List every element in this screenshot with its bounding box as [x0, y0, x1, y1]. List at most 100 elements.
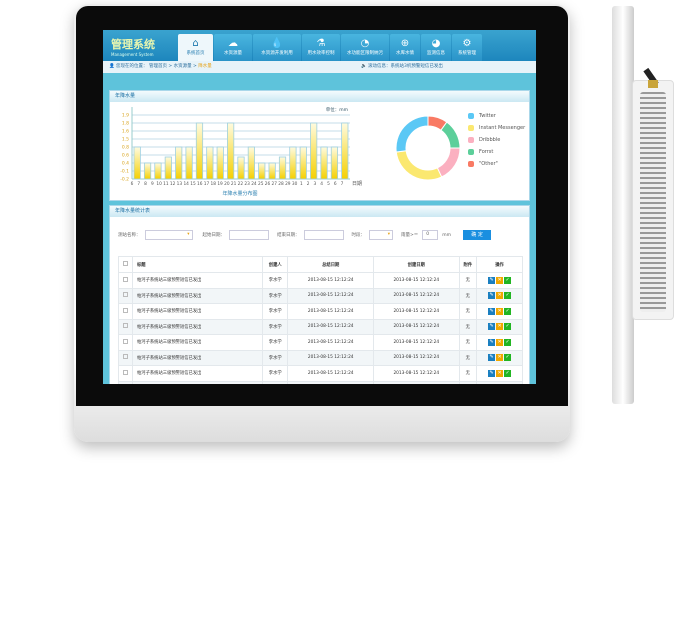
breadcrumb-link[interactable]: 水资源量 [173, 64, 192, 69]
scroll-info-text: 滚动信息：系统站3机预警短信已发出 [368, 64, 443, 69]
bar [268, 162, 276, 180]
x-tick-label: 23 [244, 181, 250, 187]
table-cell: 无 [458, 365, 478, 382]
period-select[interactable]: ▾ [369, 230, 393, 240]
table-cell: 2013-08-15 12:12:24 [373, 349, 460, 366]
x-tick-label: 13 [177, 181, 183, 187]
end-date-input[interactable] [303, 230, 344, 240]
legend-label: Forrst [479, 149, 494, 155]
nav-tab-label: 系统管理 [458, 51, 476, 56]
row-checkbox[interactable] [118, 349, 133, 366]
table-cell: 李水学 [261, 365, 289, 382]
legend-item: "Other" [468, 161, 498, 167]
breadcrumb: 👤 您现在的位置： 管理首页 > 水资源量 > 降水量 🔈 滚动信息：系统站3机… [103, 61, 536, 73]
delete-icon[interactable]: ✕ [496, 276, 504, 284]
nav-tab[interactable]: ◔ 水功能区限制纳污 [341, 34, 389, 61]
cloud-download-icon: ☁ [228, 38, 238, 49]
table-cell: 帕河子系统站三级预警短信已发出 [132, 303, 263, 320]
breadcrumb-link[interactable]: 管理首页 [148, 64, 167, 69]
bar [289, 146, 297, 180]
nav-tab-label: 水功能区限制纳污 [347, 51, 383, 56]
tablet-side-view [612, 6, 634, 404]
gear-icon: ⚙ [462, 38, 472, 49]
edit-icon[interactable]: ✎ [488, 276, 496, 284]
edit-icon[interactable]: ✎ [488, 307, 496, 315]
approve-icon[interactable]: ✓ [504, 354, 512, 362]
donut-slice [440, 121, 461, 149]
table-cell: 帕河子系统站三级预警短信已发出 [132, 287, 263, 304]
edit-icon[interactable]: ✎ [488, 369, 496, 377]
bar [341, 122, 349, 180]
row-checkbox[interactable] [118, 303, 133, 320]
row-checkbox[interactable] [118, 318, 133, 335]
edit-icon[interactable]: ✎ [488, 292, 496, 300]
approve-icon[interactable]: ✓ [504, 292, 512, 300]
delete-icon[interactable]: ✕ [496, 338, 504, 346]
nav-tab[interactable]: ⊕ 水库水情 [390, 34, 420, 61]
approve-icon[interactable]: ✓ [504, 338, 512, 346]
nav-tab[interactable]: ⚗ 用水效率控制 [302, 34, 340, 61]
nav-tab[interactable]: 💧 水资源开发利用 [253, 34, 301, 61]
x-tick-label: 2 [307, 181, 310, 187]
delete-icon[interactable]: ✕ [496, 292, 504, 300]
table-cell: 帕河子系统站三级预警短信已发出 [132, 318, 263, 335]
edit-icon[interactable]: ✎ [488, 338, 496, 346]
x-tick-label: 8 [144, 181, 147, 187]
antenna-connector [648, 80, 658, 88]
nav-tab[interactable]: ⌂ 系统首页 [178, 34, 213, 61]
row-checkbox[interactable] [118, 380, 133, 384]
x-tick-label: 11 [163, 181, 169, 187]
confirm-button[interactable]: 确 定 [463, 230, 492, 240]
table-cell: 帕河子系统站三级预警短信已发出 [132, 272, 263, 289]
table-panel: 年降水量统计表 测站名称： ▾ 起始日期： 结束日期： 时段： ▾ 雨量>＝ 0… [109, 205, 530, 384]
table-cell: 2013-08-15 12:12:24 [373, 318, 460, 335]
row-actions: ✎✕✓ [476, 287, 523, 304]
delete-icon[interactable]: ✕ [496, 369, 504, 377]
y-tick-label: -0.2 [120, 177, 129, 183]
x-tick-label: 30 [292, 181, 298, 187]
nav-tab-label: 水资源量 [224, 51, 242, 56]
screen: 管理系统 Management System ⌂ 系统首页 ☁ 水资源量 💧 水资源开发利用… [103, 30, 536, 384]
nav-tab[interactable]: ⚙ 系统管理 [452, 34, 482, 61]
edit-icon[interactable]: ✎ [488, 323, 496, 331]
bar [278, 156, 287, 180]
start-date-label: 起始日期： [202, 233, 226, 238]
approve-icon[interactable]: ✓ [504, 323, 512, 331]
row-checkbox[interactable] [118, 365, 133, 382]
x-tick-label: 7 [137, 181, 140, 187]
table-cell: 2013-08-15 12:12:24 [287, 272, 374, 289]
nav-tab[interactable]: ☁ 水资源量 [214, 34, 252, 61]
x-tick-label: 6 [131, 181, 134, 187]
amount-input[interactable]: 0 [422, 230, 439, 240]
row-checkbox[interactable] [118, 272, 133, 289]
start-date-input[interactable] [229, 230, 269, 240]
station-select[interactable]: ▾ [144, 230, 193, 240]
bar [185, 146, 193, 180]
row-checkbox[interactable] [118, 287, 133, 304]
table-cell: 2013-08-15 12:12:24 [373, 365, 460, 382]
row-actions: ✎✕✓ [476, 380, 523, 384]
filter-bar: 测站名称： ▾ 起始日期： 结束日期： 时段： ▾ 雨量>＝ 0 mm 确 定 [118, 230, 492, 240]
nav-tab[interactable]: ◕ 监测信息 [421, 34, 451, 61]
delete-icon[interactable]: ✕ [496, 307, 504, 315]
table-cell: 李水学 [261, 272, 289, 289]
legend-label: "Other" [479, 161, 498, 167]
panel-title: 年降水量 [110, 91, 529, 102]
approve-icon[interactable]: ✓ [504, 276, 512, 284]
x-tick-label: 20 [224, 181, 230, 187]
row-actions: ✎✕✓ [476, 318, 523, 335]
x-tick-label: 7 [341, 181, 344, 187]
nav-tab-label: 用水效率控制 [307, 51, 335, 56]
edit-icon[interactable]: ✎ [488, 354, 496, 362]
x-tick-label: 27 [272, 181, 278, 187]
delete-icon[interactable]: ✕ [496, 354, 504, 362]
table-cell: 李水学 [261, 349, 289, 366]
delete-icon[interactable]: ✕ [496, 323, 504, 331]
x-tick-label: 29 [285, 181, 291, 187]
select-all-checkbox[interactable] [118, 256, 133, 273]
approve-icon[interactable]: ✓ [504, 369, 512, 377]
nav-tab-label: 水资源开发利用 [261, 51, 293, 56]
row-checkbox[interactable] [118, 334, 133, 351]
approve-icon[interactable]: ✓ [504, 307, 512, 315]
